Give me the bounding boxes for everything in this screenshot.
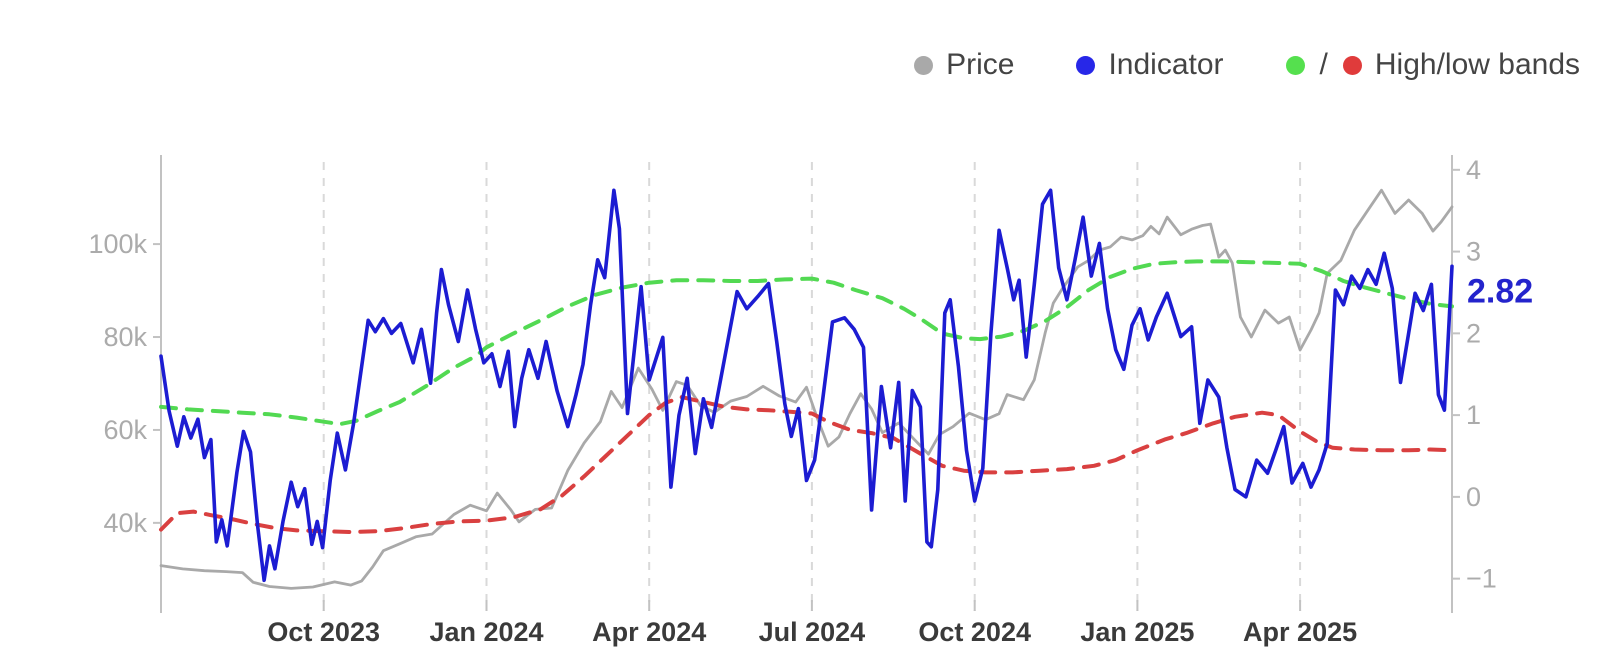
right-tick-label: 0	[1466, 482, 1481, 512]
x-tick-label: Jul 2024	[759, 617, 866, 647]
price-dot-icon	[914, 55, 934, 75]
x-tick-label: Oct 2023	[267, 617, 380, 647]
right-tick-label: 3	[1466, 237, 1481, 267]
legend-item-bands[interactable]: / High/low bands	[1285, 48, 1580, 82]
high-band-dot-icon	[1285, 55, 1305, 75]
indicator-dot-icon	[1076, 55, 1096, 75]
left-tick-label: 80k	[103, 322, 147, 352]
x-tick-label: Jan 2024	[429, 617, 543, 647]
x-tick-label: Apr 2025	[1243, 617, 1357, 647]
series-indicator	[159, 188, 1454, 583]
x-tick-label: Jan 2025	[1080, 617, 1194, 647]
left-tick-label: 60k	[103, 415, 147, 445]
legend-label-price: Price	[946, 48, 1015, 81]
series-low-band	[159, 395, 1454, 534]
right-tick-label: 2	[1466, 318, 1481, 348]
right-tick-label: 1	[1466, 400, 1481, 430]
legend-item-price[interactable]: Price	[914, 48, 1014, 82]
left-tick-label: 100k	[88, 229, 147, 259]
x-tick-label: Oct 2024	[918, 617, 1031, 647]
right-tick-label: 4	[1466, 155, 1481, 185]
left-tick-label: 40k	[103, 508, 147, 538]
legend-label-bands: High/low bands	[1374, 48, 1580, 81]
current-value-label: 2.82	[1467, 272, 1533, 310]
legend-label-indicator: Indicator	[1108, 48, 1224, 81]
right-tick-label: −1	[1466, 564, 1497, 594]
legend-item-indicator[interactable]: Indicator	[1076, 48, 1224, 82]
legend-separator: /	[1319, 48, 1328, 81]
legend: Price Indicator / High/low bands	[0, 48, 1580, 82]
series-high-band	[159, 259, 1454, 427]
series-price	[159, 188, 1454, 590]
low-band-dot-icon	[1342, 55, 1362, 75]
x-tick-label: Apr 2024	[592, 617, 706, 647]
